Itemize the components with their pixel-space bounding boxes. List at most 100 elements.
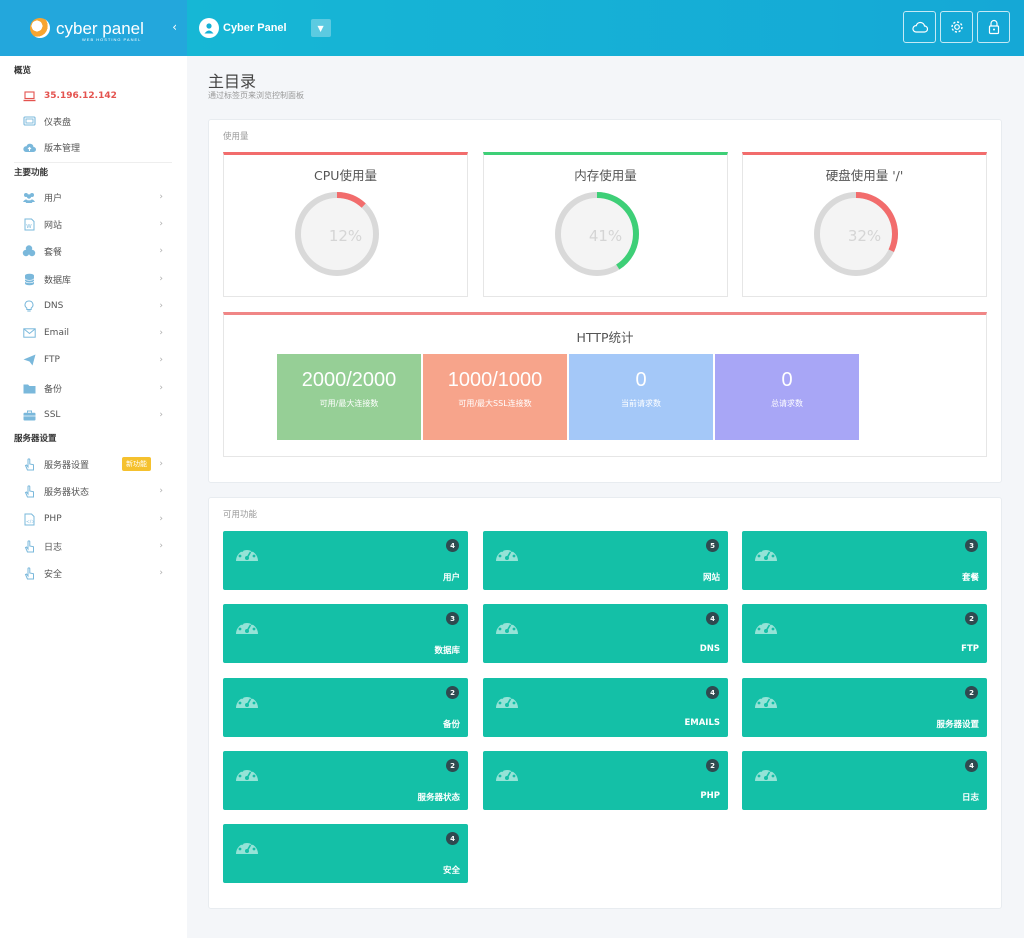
feature-count-badge: 2 — [965, 612, 978, 625]
feature-tile-label: 服务器状态 — [417, 793, 460, 803]
feature-tile[interactable]: 2 FTP — [742, 604, 987, 663]
http-stats-card: HTTP统计 2000/2000 可用/最大连接数 1000/1000 可用/最大SS… — [223, 312, 987, 457]
feature-count-badge: 2 — [446, 759, 459, 772]
chevron-right-icon: › — [159, 274, 163, 284]
http-stat-box: 0 总请求数 — [715, 354, 859, 440]
sidebar-item-server-settings[interactable]: 服务器设置 新功能 › — [0, 452, 175, 476]
sidebar-item-databases[interactable]: 数据库 › — [0, 267, 175, 291]
user-name[interactable]: Cyber Panel — [223, 22, 287, 34]
lock-icon[interactable] — [977, 11, 1010, 43]
sidebar-collapse-chevron-icon[interactable]: ‹ — [172, 20, 177, 34]
top-bar: Cyber Panel ▼ — [187, 0, 1024, 56]
feature-tile[interactable]: 3 套餐 — [742, 531, 987, 590]
packages-icon — [22, 244, 36, 258]
sidebar-item-ftp[interactable]: FTP › — [0, 348, 175, 372]
sidebar-item-label: 日志 — [44, 542, 63, 553]
chevron-right-icon: › — [159, 514, 163, 524]
feature-tile-label: 日志 — [961, 793, 979, 803]
feature-tile-label: EMAILS — [684, 718, 720, 728]
section-title-server: 服务器设置 — [14, 434, 57, 444]
usage-card: CPU使用量 12% — [223, 152, 468, 297]
sidebar-item-label: 备份 — [44, 384, 63, 395]
sidebar-item-label: 用户 — [44, 193, 63, 204]
http-stat-caption: 可用/最大连接数 — [319, 399, 379, 408]
usage-card-label: 内存使用量 — [574, 168, 637, 183]
usage-donut-gauge — [295, 192, 379, 276]
feature-tile-label: DNS — [699, 644, 720, 654]
sidebar-item-users[interactable]: 用户 › — [0, 185, 175, 209]
feature-tile-label: 服务器设置 — [936, 720, 979, 730]
feature-tile-label: 安全 — [442, 866, 460, 876]
feature-tile[interactable]: 2 服务器状态 — [223, 751, 468, 810]
feature-tile-label: 备份 — [442, 720, 460, 730]
sidebar-item-label: 仪表盘 — [44, 117, 72, 128]
sidebar-item-logs[interactable]: 日志 › — [0, 534, 175, 558]
sidebar-item-label: DNS — [44, 301, 64, 311]
feature-count-badge: 4 — [965, 759, 978, 772]
feature-tile-label: FTP — [961, 644, 979, 654]
feature-tile[interactable]: 2 服务器设置 — [742, 678, 987, 737]
http-stat-caption: 总请求数 — [771, 399, 803, 408]
sidebar-item-server-status[interactable]: 服务器状态 › — [0, 479, 175, 503]
sidebar-item-websites[interactable]: W 网站 › — [0, 212, 175, 236]
feature-count-badge: 3 — [965, 539, 978, 552]
sidebar-item-packages[interactable]: 套餐 › — [0, 239, 175, 263]
dashboard-gauge-icon — [494, 616, 520, 640]
feature-tile[interactable]: 5 网站 — [483, 531, 728, 590]
chevron-right-icon: › — [159, 459, 163, 469]
sidebar-item-ssl[interactable]: SSL › — [0, 403, 175, 427]
sidebar-item-ip[interactable]: 35.196.12.142 — [0, 84, 175, 108]
feature-tile[interactable]: 4 EMAILS — [483, 678, 728, 737]
feature-tile[interactable]: 2 备份 — [223, 678, 468, 737]
usage-card: 内存使用量 41% — [483, 152, 728, 297]
feature-tile[interactable]: 4 日志 — [742, 751, 987, 810]
feature-tile[interactable]: 3 数据库 — [223, 604, 468, 663]
sidebar-item-dns[interactable]: DNS › — [0, 294, 175, 318]
http-stat-caption: 当前请求数 — [621, 399, 661, 408]
dashboard-gauge-icon — [234, 763, 260, 787]
usage-gauge-arc — [555, 192, 639, 276]
sidebar-item-backup[interactable]: 备份 › — [0, 376, 175, 400]
user-dropdown-chevron-down-icon[interactable]: ▼ — [310, 19, 331, 37]
sidebar-item-email[interactable]: Email › — [0, 321, 175, 345]
page-subtitle: 通过标签页来浏览控制面板 — [208, 91, 304, 100]
lightbulb-icon — [22, 299, 36, 313]
feature-tile[interactable]: 4 DNS — [483, 604, 728, 663]
http-stat-value: 2000/2000 — [301, 369, 397, 391]
http-stat-value: 0 — [781, 369, 793, 391]
svg-text:W: W — [26, 224, 32, 230]
feature-tile[interactable]: 4 安全 — [223, 824, 468, 883]
sidebar-item-version[interactable]: 版本管理 — [0, 135, 175, 159]
feature-count-badge: 4 — [706, 612, 719, 625]
feature-count-badge: 3 — [446, 612, 459, 625]
sidebar-item-label: 服务器设置 — [44, 460, 90, 471]
dashboard-gauge-icon — [494, 763, 520, 787]
gear-icon[interactable] — [940, 11, 973, 43]
dashboard-gauge-icon — [753, 616, 779, 640]
dashboard-gauge-icon — [494, 543, 520, 567]
chevron-right-icon: › — [159, 246, 163, 256]
cloud-icon[interactable] — [903, 11, 936, 43]
usage-card-label: 硬盘使用量 '/' — [825, 168, 904, 183]
sidebar: 概览 35.196.12.142 仪表盘 版本管理 主要功能 用户 › W 网站… — [0, 56, 187, 938]
sidebar-item-dashboard[interactable]: 仪表盘 — [0, 109, 175, 133]
dashboard-gauge-icon — [234, 690, 260, 714]
http-stat-box: 2000/2000 可用/最大连接数 — [277, 354, 421, 440]
feature-tile[interactable]: 2 PHP — [483, 751, 728, 810]
sidebar-item-php[interactable]: </> PHP › — [0, 507, 175, 531]
chevron-right-icon: › — [159, 355, 163, 365]
feature-tile[interactable]: 4 用户 — [223, 531, 468, 590]
http-stat-box: 0 当前请求数 — [569, 354, 713, 440]
usage-gauge-arc — [295, 192, 379, 276]
feature-count-badge: 2 — [965, 686, 978, 699]
http-stat-caption: 可用/最大SSL连接数 — [458, 399, 532, 408]
users-icon — [22, 190, 36, 204]
feature-count-badge: 2 — [706, 759, 719, 772]
sidebar-item-label: 版本管理 — [44, 143, 81, 154]
sidebar-item-security[interactable]: 安全 › — [0, 561, 175, 585]
user-avatar-icon[interactable] — [199, 18, 219, 38]
top-header: cyber panel WEB HOSTING PANEL ‹ Cyber Pa… — [0, 0, 1024, 56]
http-stat-value: 0 — [635, 369, 647, 391]
logo-area[interactable]: cyber panel WEB HOSTING PANEL ‹ — [0, 0, 187, 56]
feature-tile-label: 用户 — [442, 573, 460, 583]
